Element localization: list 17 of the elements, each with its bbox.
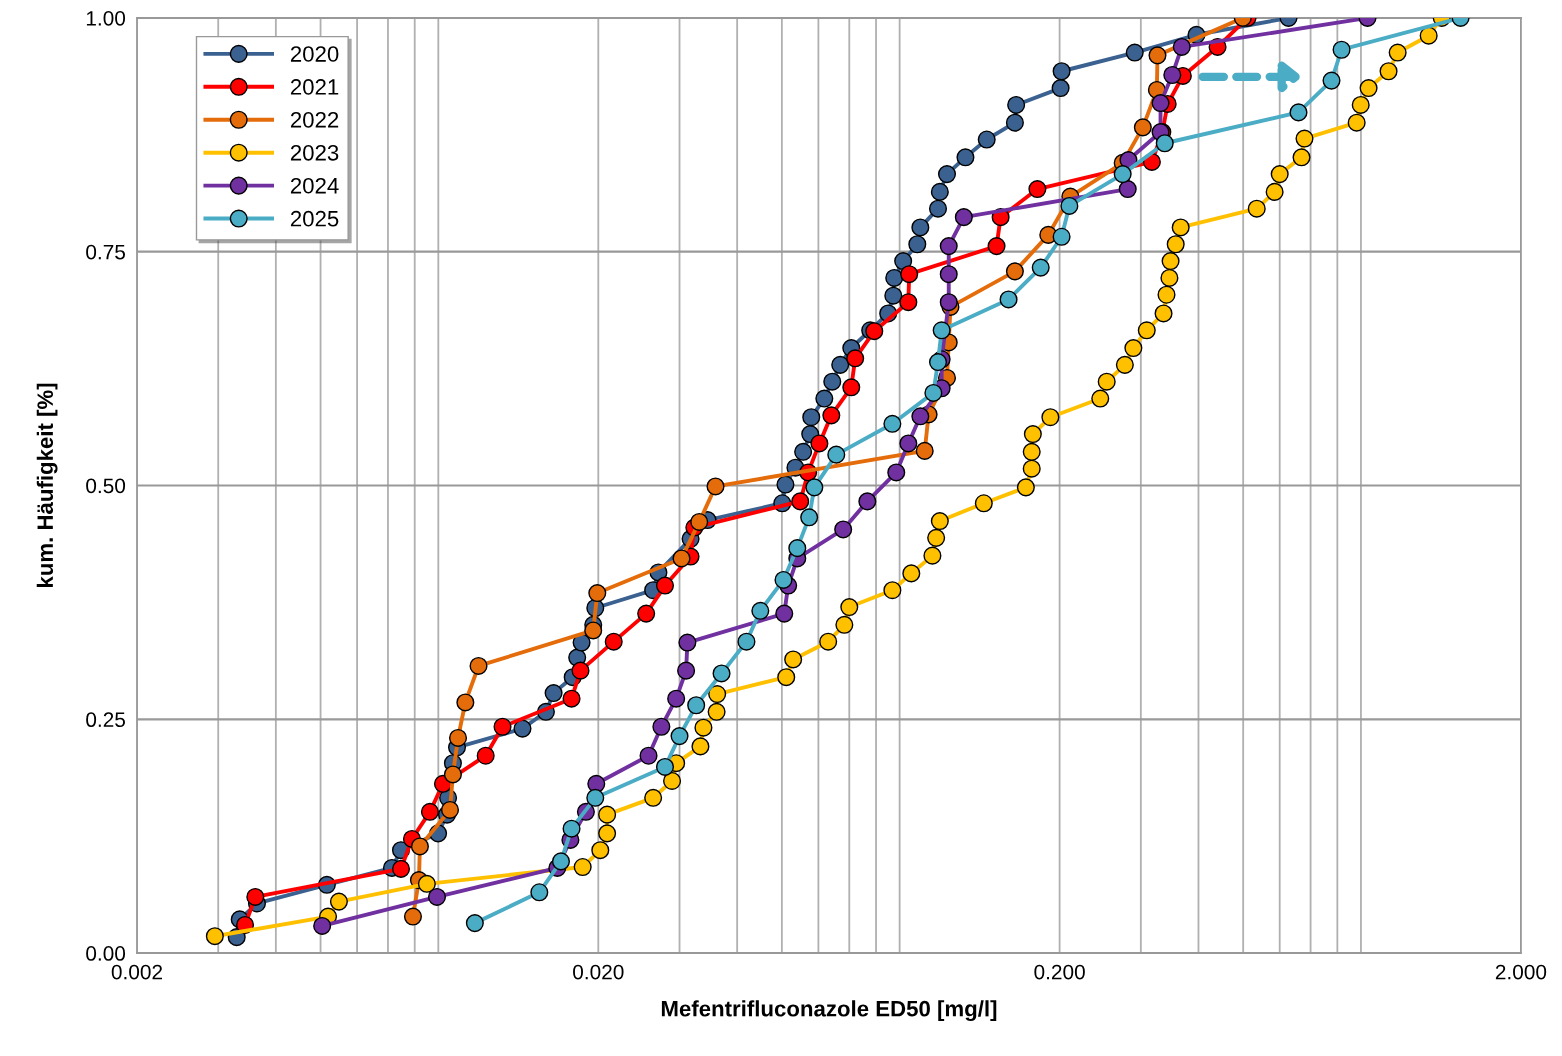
x-tick-label: 0.200 <box>1034 964 1085 980</box>
y-tick-label: 0.75 <box>86 244 126 260</box>
x-tick-label: 0.020 <box>573 964 624 980</box>
y-tick-label: 1.00 <box>86 10 126 26</box>
x-tick-label: 2.000 <box>1495 964 1547 980</box>
y-tick-label: 0.00 <box>86 946 126 961</box>
legend-label: 2022 <box>290 112 339 128</box>
legend-label: 2025 <box>290 210 339 227</box>
legend-label: 2024 <box>290 177 339 194</box>
x-tick-label: 0.002 <box>111 964 163 980</box>
y-axis-title: kum. Häufigkeit [%] <box>36 383 58 588</box>
x-axis-title: Mefentrifluconazole ED50 [mg/l] <box>661 1000 997 1022</box>
legend-label: 2023 <box>290 144 339 161</box>
legend-label: 2020 <box>290 46 339 62</box>
legend-label: 2021 <box>290 79 339 95</box>
y-tick-label: 0.50 <box>86 478 126 494</box>
y-tick-label: 0.25 <box>86 712 126 728</box>
